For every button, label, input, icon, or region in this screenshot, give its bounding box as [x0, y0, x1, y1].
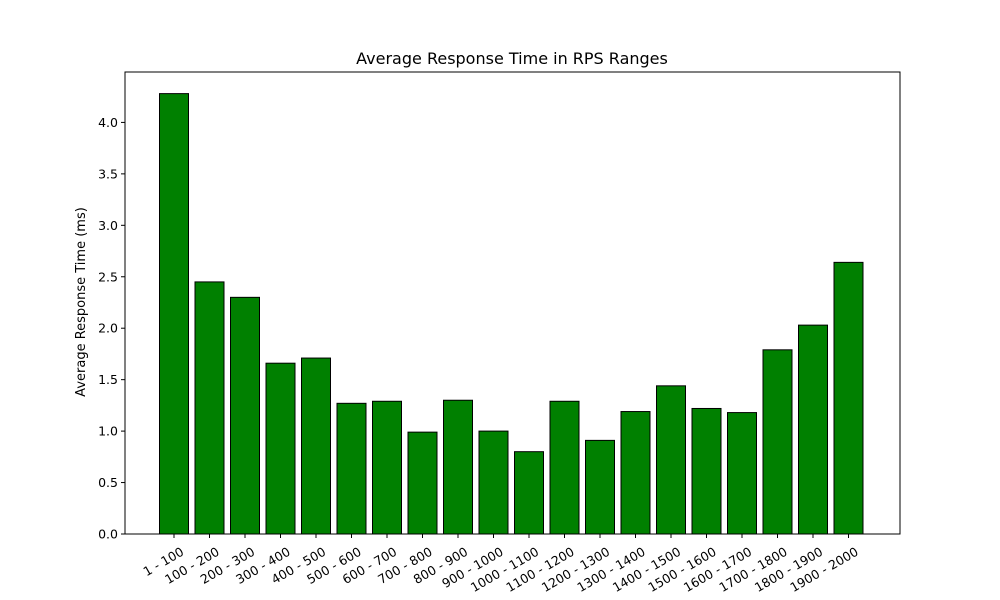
axes-frame	[124, 71, 901, 535]
y-tick-label: 1.5	[98, 372, 118, 387]
y-tick-label: 3.0	[98, 218, 118, 233]
bar-700-800	[407, 431, 438, 535]
bar-600-700	[372, 400, 402, 535]
bar-1500-1600	[691, 407, 722, 535]
bar-800-900	[443, 399, 473, 535]
bar-900-1000	[478, 430, 509, 535]
bar-1200-1300	[585, 439, 615, 535]
bar-1700-1800	[762, 349, 793, 535]
bar-200-300	[230, 296, 260, 535]
bar-1600-1700	[727, 412, 757, 535]
bar-1300-1400	[620, 411, 651, 535]
y-tick-label: 4.0	[98, 115, 118, 130]
bar-1000-1100	[514, 451, 544, 535]
bar-400-500	[301, 357, 331, 535]
bar-1100-1200	[549, 400, 580, 535]
bar-300-400	[265, 362, 296, 535]
y-tick-label: 1.0	[98, 424, 118, 439]
bar-1-100	[159, 93, 189, 535]
bar-500-600	[336, 402, 367, 535]
bar-1400-1500	[656, 385, 686, 535]
y-axis-label: Average Response Time (ms)	[74, 207, 89, 397]
y-tick-label: 2.0	[98, 321, 118, 336]
bar-100-200	[194, 281, 225, 535]
bar-1900-2000	[833, 261, 864, 535]
bar-1800-1900	[798, 324, 828, 535]
y-tick-label: 0.5	[98, 475, 118, 490]
y-tick-label: 3.5	[98, 166, 118, 181]
chart-title: Average Response Time in RPS Ranges	[356, 49, 668, 68]
y-tick-label: 0.0	[98, 527, 118, 542]
y-tick-label: 2.5	[98, 269, 118, 284]
